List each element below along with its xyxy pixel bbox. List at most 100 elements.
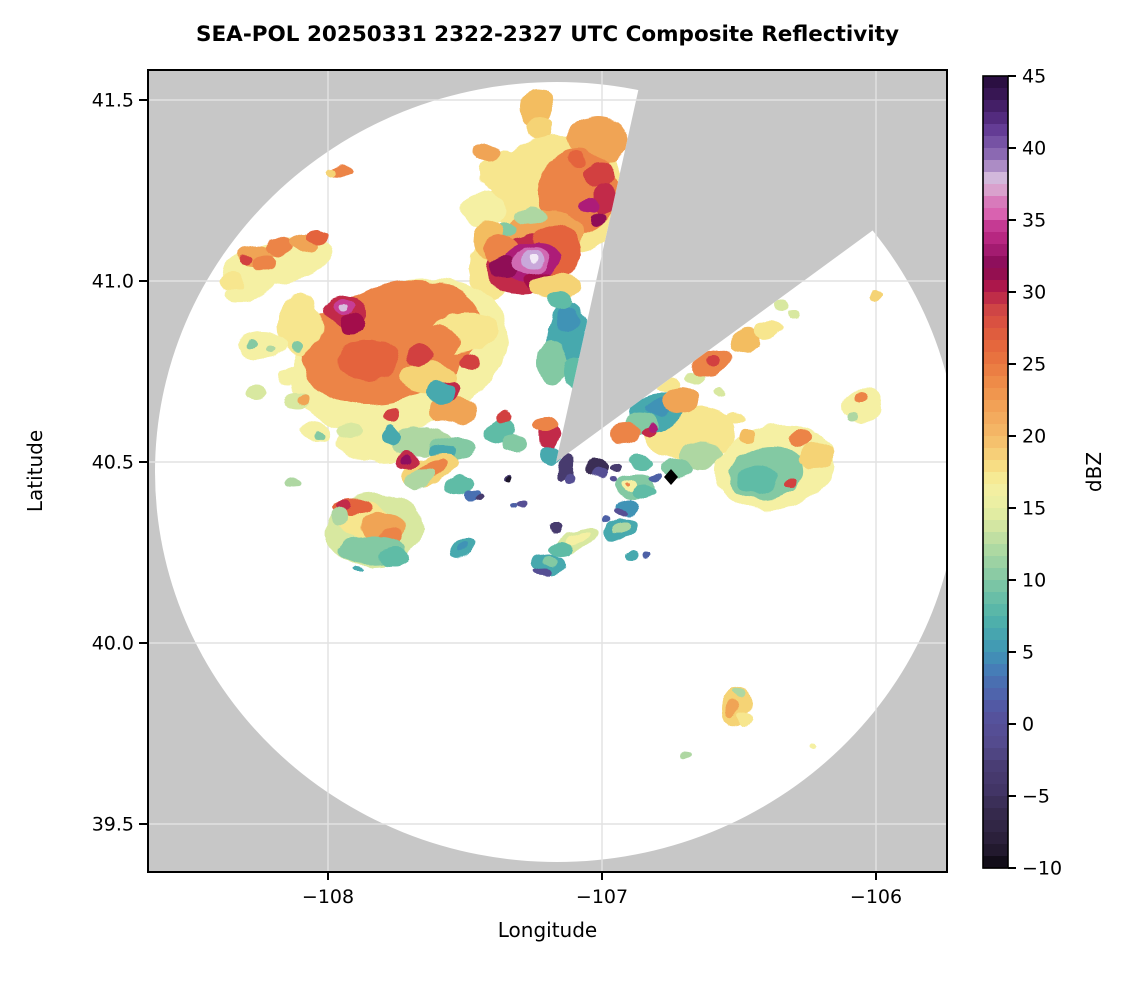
echo-cell (681, 753, 691, 761)
echo-cell (353, 567, 363, 573)
echo-cell (306, 229, 328, 245)
colorbar-block (983, 784, 1008, 797)
echo-cell (332, 506, 348, 526)
echo-cell (379, 549, 411, 567)
x-axis-label: Longitude (497, 918, 598, 942)
colorbar-block (983, 220, 1008, 233)
echo-cell (556, 307, 580, 333)
echo-cell (534, 568, 552, 576)
echo-cell (402, 468, 434, 488)
colorbar-outline (982, 75, 1009, 869)
echo-cell (502, 436, 526, 452)
colorbar-block (983, 172, 1008, 185)
echo-cell (615, 508, 625, 516)
echo-cell (643, 553, 653, 559)
y-tick-label: 39.5 (92, 814, 134, 836)
colorbar-tick-label: 45 (1022, 66, 1046, 88)
colorbar-block (983, 808, 1008, 821)
echo-cell (405, 345, 435, 367)
colorbar-block (983, 652, 1008, 665)
colorbar-tick-label: 0 (1022, 714, 1034, 736)
echo-cell (298, 395, 310, 405)
colorbar-block (983, 496, 1008, 509)
echo-cell (339, 303, 349, 311)
colorbar-block (983, 724, 1008, 737)
colorbar-block (983, 316, 1008, 329)
colorbar-block (983, 76, 1008, 89)
colorbar-block (983, 448, 1008, 461)
colorbar-tick-label: 35 (1022, 210, 1046, 232)
reflectivity-echoes (220, 88, 883, 761)
colorbar-block (983, 160, 1008, 173)
echo-cell (533, 417, 557, 433)
colorbar-block (983, 676, 1008, 689)
echo-cell (246, 340, 258, 348)
echo-cell (401, 457, 413, 465)
echo-cell (852, 392, 868, 404)
colorbar-block (983, 244, 1008, 257)
echo-cell (383, 425, 401, 447)
colorbar-block (983, 688, 1008, 701)
echo-cell (739, 430, 757, 444)
colorbar-block (983, 532, 1008, 545)
echo-cell (787, 429, 813, 447)
echo-cell (514, 207, 546, 225)
echo-cell (291, 342, 305, 352)
echo-cell (625, 552, 637, 560)
colorbar-block (983, 460, 1008, 473)
echo-cell (266, 346, 276, 354)
colorbar-tick-label: 30 (1022, 282, 1046, 304)
colorbar-block (983, 352, 1008, 365)
colorbar-block (983, 328, 1008, 341)
echo-cell (548, 290, 572, 310)
colorbar-tick-label: 5 (1022, 642, 1034, 664)
colorbar-tick-label: 25 (1022, 354, 1046, 376)
colorbar-block (983, 256, 1008, 269)
echo-cell (565, 473, 575, 487)
colorbar-block (983, 148, 1008, 161)
colorbar-block (983, 340, 1008, 353)
colorbar-tick-label: 10 (1022, 570, 1046, 592)
colorbar-block (983, 136, 1008, 149)
colorbar-block (983, 196, 1008, 209)
echo-cell (647, 475, 661, 481)
colorbar-block (983, 856, 1008, 869)
y-tick-label: 41.5 (92, 90, 134, 112)
echo-cell (581, 200, 599, 214)
colorbar-block (983, 700, 1008, 713)
site-marker-diamond (664, 469, 678, 485)
echo-cell (733, 689, 745, 697)
echo-cell (592, 468, 606, 478)
map-area (148, 70, 947, 872)
axis-tick-labels: −108 −107 −106 41.5 41.0 40.5 40.0 39.5 (92, 90, 902, 909)
echo-cell (246, 386, 266, 400)
echo-cell (810, 744, 818, 750)
echo-cell (540, 446, 562, 464)
echo-cell (278, 295, 322, 355)
colorbar-block (983, 184, 1008, 197)
echo-cell (869, 291, 881, 301)
echo-cell (530, 274, 582, 298)
colorbar-block (983, 832, 1008, 845)
echo-cell (787, 310, 801, 320)
echo-cell (728, 329, 760, 353)
colorbar-block (983, 820, 1008, 833)
colorbar-block (983, 484, 1008, 497)
x-tick-label: −106 (850, 886, 902, 908)
colorbar-block (983, 772, 1008, 785)
echo-cell (628, 455, 652, 469)
echo-cell (634, 485, 656, 499)
echo-cell (254, 255, 276, 271)
echo-cell (462, 192, 506, 228)
colorbar-block (983, 736, 1008, 749)
colorbar-tick-label: −10 (1022, 858, 1062, 880)
colorbar: 45 40 35 30 25 20 15 10 5 0 −5 −10 (982, 66, 1062, 880)
echo-cell (338, 424, 362, 440)
echo-cell (240, 254, 254, 264)
colorbar-block (983, 760, 1008, 773)
echo-cell (608, 476, 616, 482)
colorbar-tick-label: 20 (1022, 426, 1046, 448)
echo-cell (738, 713, 752, 725)
y-tick-label: 40.0 (92, 633, 134, 655)
